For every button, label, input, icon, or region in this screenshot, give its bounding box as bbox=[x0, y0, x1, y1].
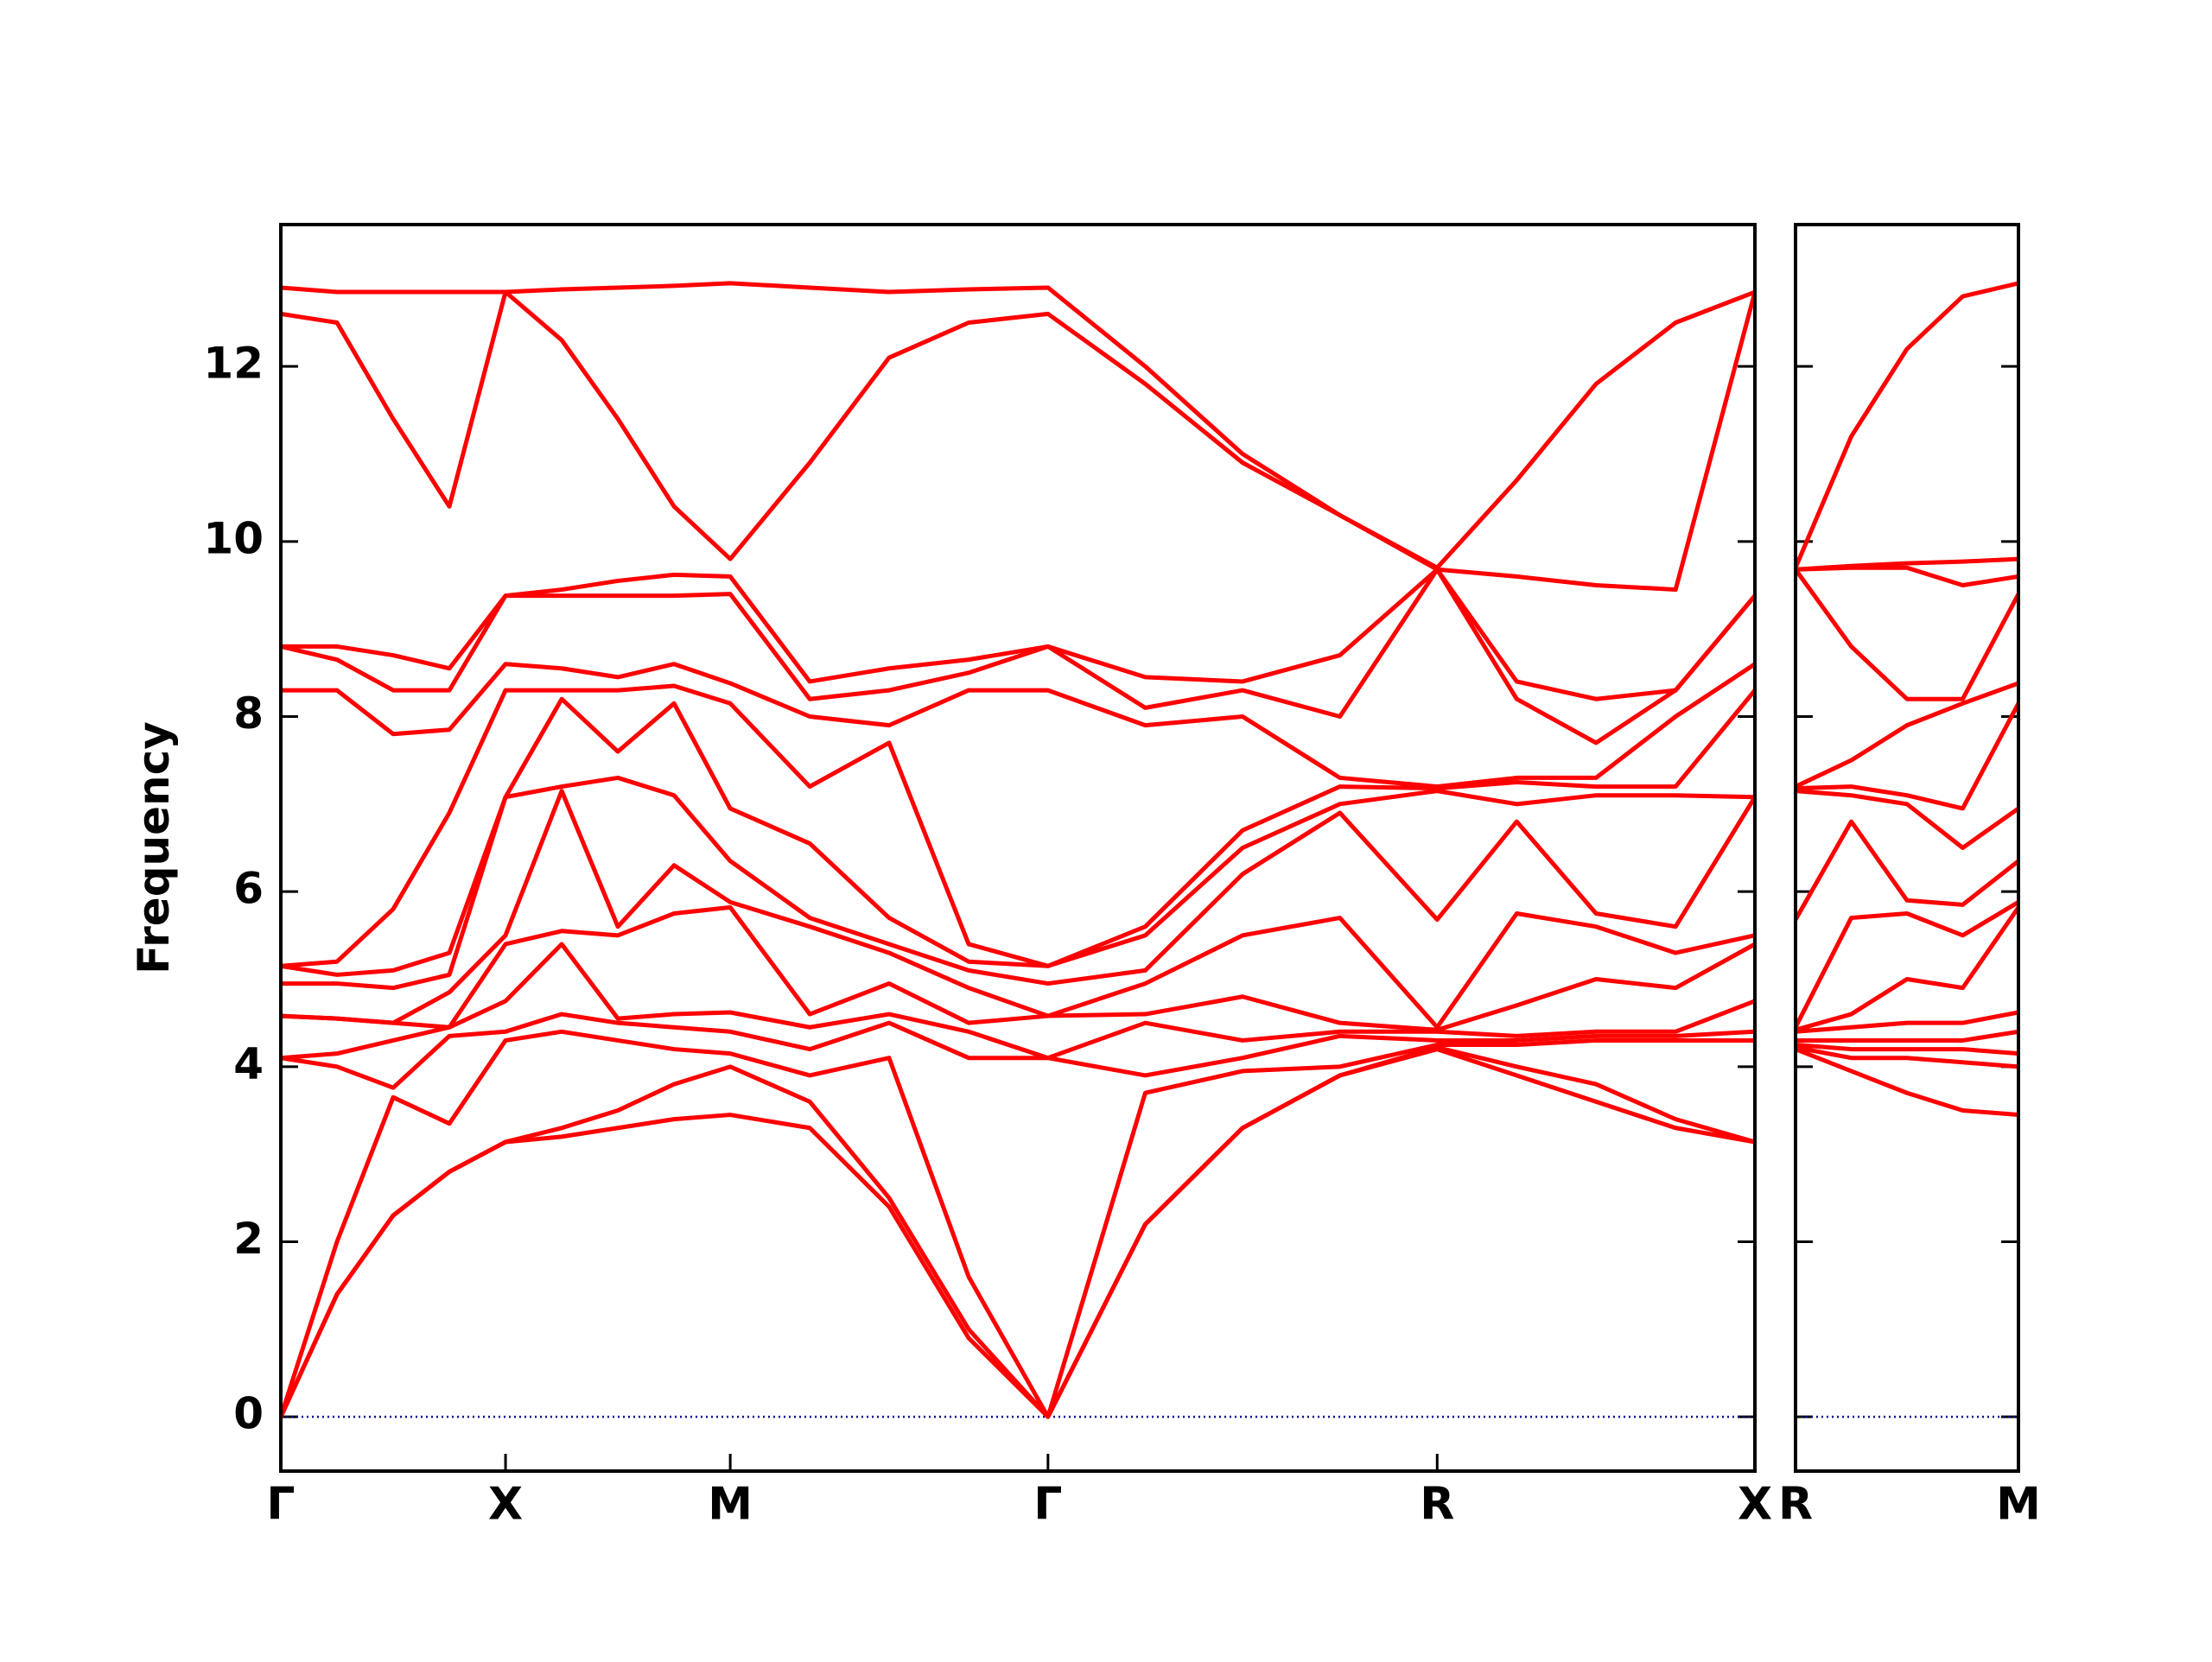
band-line bbox=[1796, 1047, 2018, 1118]
band-line bbox=[281, 567, 1755, 701]
plot-frame bbox=[279, 223, 1757, 1473]
y-tick-label: 8 bbox=[233, 688, 264, 739]
band-line bbox=[1796, 905, 2018, 1032]
x-tick-label: M bbox=[708, 1479, 753, 1531]
x-tick-label: Γ bbox=[1033, 1479, 1062, 1531]
band-line bbox=[281, 1045, 1755, 1419]
band-line bbox=[281, 904, 1755, 1032]
band-line bbox=[281, 1012, 1755, 1090]
y-tick-label: 2 bbox=[233, 1214, 264, 1264]
band-line bbox=[281, 567, 1755, 745]
band-line bbox=[281, 942, 1755, 1061]
band-line bbox=[1796, 1043, 2018, 1056]
band-line bbox=[1796, 565, 2018, 587]
band-line bbox=[281, 281, 1755, 570]
band-line bbox=[1796, 789, 2018, 850]
plot-frame bbox=[1794, 223, 2020, 1473]
band-line bbox=[1796, 281, 2018, 569]
x-tick-label: R bbox=[1420, 1479, 1454, 1531]
band-line bbox=[281, 789, 1755, 1030]
band-line bbox=[1796, 681, 2018, 789]
y-tick-label: 6 bbox=[233, 864, 264, 914]
x-tick-label: X bbox=[488, 1479, 523, 1531]
x-tick-label: R bbox=[1778, 1479, 1813, 1531]
band-line bbox=[1796, 568, 2018, 701]
band-line bbox=[1796, 1045, 2018, 1069]
band-line bbox=[281, 683, 1755, 968]
band-line bbox=[281, 775, 1755, 991]
y-tick-label: 4 bbox=[233, 1038, 264, 1088]
y-tick-label: 10 bbox=[203, 513, 264, 563]
x-tick-label: X bbox=[1738, 1479, 1772, 1531]
y-axis-label: Frequency bbox=[129, 721, 179, 974]
band-line bbox=[1796, 556, 2018, 572]
x-tick-label: M bbox=[1996, 1479, 2041, 1531]
band-line bbox=[281, 1029, 1755, 1419]
y-tick-label: 0 bbox=[233, 1389, 264, 1439]
band-line bbox=[1796, 1029, 2018, 1043]
band-line bbox=[1796, 900, 2018, 1029]
band-line bbox=[281, 696, 1755, 977]
band-line bbox=[1796, 819, 2018, 921]
x-tick-label: Γ bbox=[266, 1479, 295, 1531]
band-line bbox=[1796, 702, 2018, 811]
band-line bbox=[1796, 1010, 2018, 1034]
band-line bbox=[281, 289, 1755, 593]
band-line bbox=[281, 662, 1755, 790]
y-tick-label: 12 bbox=[203, 339, 264, 389]
